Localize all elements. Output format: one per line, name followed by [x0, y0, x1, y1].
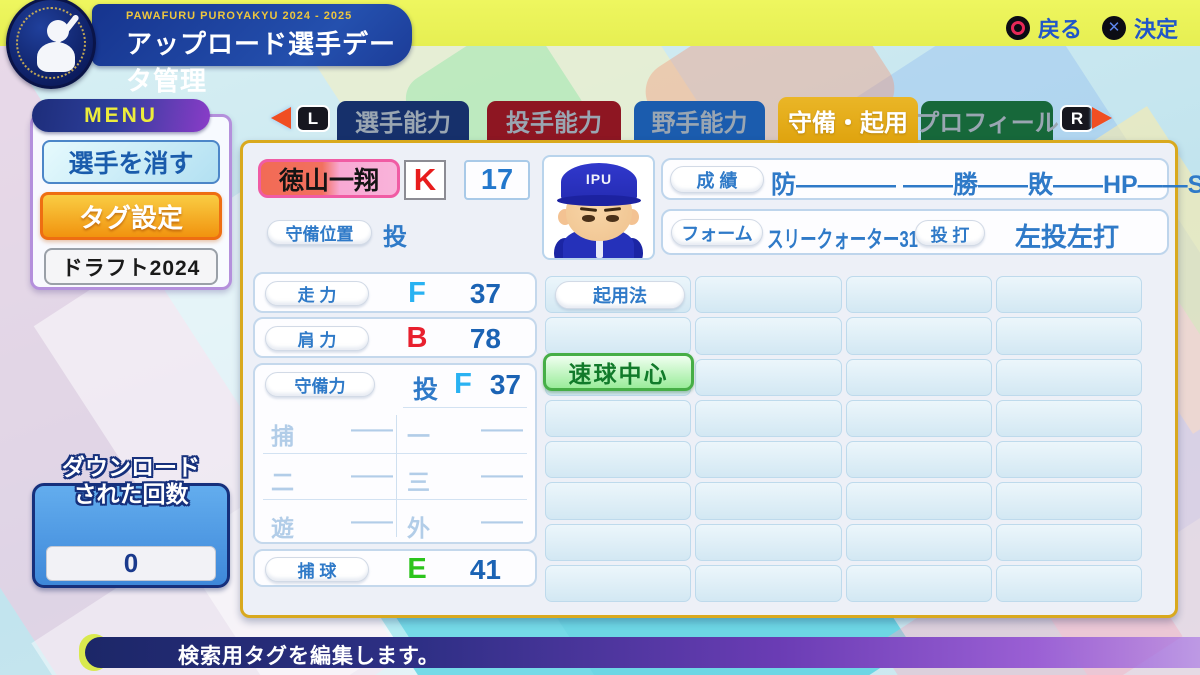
usage-grid-cell[interactable]: [545, 482, 692, 520]
page-title: アップロード選手データ管理: [126, 29, 397, 96]
menu-item-tag-settings[interactable]: タグ設定: [40, 192, 222, 240]
run-label-pill: 走 力: [265, 281, 369, 306]
l-shoulder-badge: L: [296, 105, 330, 132]
shoulder-label-pill: 肩 力: [265, 326, 369, 351]
footer-status-bar: 検索用タグを編集します。: [85, 637, 1200, 668]
defense-grade: F: [454, 368, 472, 400]
usage-grid-cell[interactable]: [545, 317, 692, 355]
stat-run: 走 力 F 37: [253, 272, 537, 313]
usage-tag-grid: [545, 276, 1142, 602]
r-shoulder-badge: R: [1060, 105, 1094, 132]
defense-row-short-outfield: 遊 —— 外 ——: [271, 510, 523, 541]
usage-grid-cell[interactable]: [695, 317, 842, 355]
record-label-pill: 成 績: [670, 166, 764, 193]
shoulder-grade: B: [406, 322, 428, 354]
player-name-plate: 徳山一翔: [258, 159, 400, 198]
footer-message: 検索用タグを編集します。: [178, 645, 440, 668]
run-value: 37: [469, 278, 501, 309]
usage-label-pill: 起用法: [555, 281, 685, 309]
menu-item-delete-player[interactable]: 選手を消す: [42, 140, 220, 184]
tag-fastball-focus[interactable]: 速球中心: [543, 353, 694, 391]
defense-row-catcher-first: 捕 —— 一 ——: [271, 418, 523, 449]
form-box: フォーム スリークォーター31 投 打 左投左打: [661, 209, 1169, 255]
usage-grid-cell[interactable]: [695, 482, 842, 520]
tab-fielder-ability[interactable]: 野手能力: [634, 101, 765, 140]
usage-grid-cell[interactable]: [845, 317, 992, 355]
run-grade: F: [408, 277, 426, 309]
throw-bat-label-pill: 投 打: [915, 220, 985, 246]
tab-profile[interactable]: プロフィール: [915, 101, 1059, 140]
usage-grid-cell[interactable]: [695, 564, 842, 602]
record-value: 防———— ——勝——敗——HP——S: [771, 171, 1200, 199]
tab-defense-usage[interactable]: 守備・起用: [778, 97, 918, 143]
form-value: スリークォーター31: [767, 226, 918, 252]
usage-grid-cell[interactable]: [995, 523, 1142, 561]
menu-title: MENU: [84, 103, 158, 127]
usage-grid-cell[interactable]: [995, 358, 1142, 396]
tab-prev-arrow-icon[interactable]: [271, 107, 291, 129]
defense-label-pill: 守備力: [265, 372, 375, 397]
catching-grade: E: [407, 553, 427, 585]
tab-next-arrow-icon[interactable]: [1092, 107, 1112, 129]
back-button[interactable]: 戻る: [1005, 12, 1082, 44]
usage-grid-cell[interactable]: [695, 441, 842, 479]
usage-grid-cell[interactable]: [995, 564, 1142, 602]
circle-button-icon: [1005, 16, 1030, 40]
menu-item-draft-2024[interactable]: ドラフト2024: [44, 248, 218, 285]
position-value: 投: [383, 224, 407, 251]
tab-player-ability[interactable]: 選手能力: [337, 101, 469, 140]
usage-grid-cell[interactable]: [695, 276, 842, 314]
catching-value: 41: [469, 554, 501, 585]
player-avatar: IPU: [542, 155, 655, 260]
usage-grid-cell[interactable]: [845, 441, 992, 479]
uniform-number: 17: [464, 160, 530, 200]
stat-defense: 守備力 投 F 37 捕 —— 一 —— 二 —— 三 —— 遊 —— 外 ——: [253, 363, 537, 544]
shoulder-value: 78: [469, 323, 501, 354]
usage-grid-cell[interactable]: [995, 482, 1142, 520]
tab-pitcher-ability[interactable]: 投手能力: [487, 101, 621, 140]
usage-grid-cell[interactable]: [845, 482, 992, 520]
throw-bat-value: 左投左打: [1015, 222, 1120, 252]
defense-position: 投: [413, 376, 439, 404]
menu-header: MENU: [32, 99, 210, 132]
back-label: 戻る: [1037, 17, 1082, 42]
usage-grid-cell[interactable]: [845, 358, 992, 396]
usage-grid-cell[interactable]: [545, 441, 692, 479]
usage-grid-cell[interactable]: [845, 564, 992, 602]
x-button-icon: ✕: [1101, 16, 1126, 40]
usage-grid-cell[interactable]: [845, 399, 992, 437]
usage-grid-cell[interactable]: [995, 399, 1142, 437]
defense-value: 37: [489, 369, 521, 400]
catching-label-pill: 捕 球: [265, 557, 369, 582]
record-box: 成 績 防———— ——勝——敗——HP——S: [661, 158, 1200, 200]
game-title: PAWAFURU PUROYAKYU 2024 - 2025: [126, 10, 353, 22]
usage-grid-cell[interactable]: [695, 358, 842, 396]
form-label-pill: フォーム: [671, 219, 763, 246]
usage-grid-cell[interactable]: [545, 564, 692, 602]
stat-catching: 捕 球 E 41: [253, 549, 537, 587]
usage-grid-cell[interactable]: [695, 523, 842, 561]
usage-grid-cell[interactable]: [545, 523, 692, 561]
usage-grid-cell[interactable]: [995, 441, 1142, 479]
usage-grid-cell[interactable]: [845, 276, 992, 314]
position-label-pill: 守備位置: [267, 220, 372, 245]
usage-grid-cell[interactable]: [695, 399, 842, 437]
stat-shoulder: 肩 力 B 78: [253, 317, 537, 358]
confirm-label: 決定: [1133, 17, 1178, 42]
cap-text: IPU: [585, 171, 613, 187]
screen-title-banner: PAWAFURU PUROYAKYU 2024 - 2025 アップロード選手デ…: [92, 4, 412, 96]
rank-badge: K: [404, 160, 446, 200]
download-count-value: 0: [46, 546, 216, 581]
usage-grid-cell[interactable]: [845, 523, 992, 561]
download-counter-label: ダウンロード された回数: [62, 454, 200, 507]
game-logo: [6, 0, 96, 89]
usage-grid-cell[interactable]: [995, 276, 1142, 314]
usage-grid-cell[interactable]: [545, 399, 692, 437]
usage-grid-cell[interactable]: [995, 317, 1142, 355]
defense-row-second-third: 二 —— 三 ——: [271, 464, 523, 495]
confirm-button[interactable]: ✕ 決定: [1101, 12, 1178, 44]
